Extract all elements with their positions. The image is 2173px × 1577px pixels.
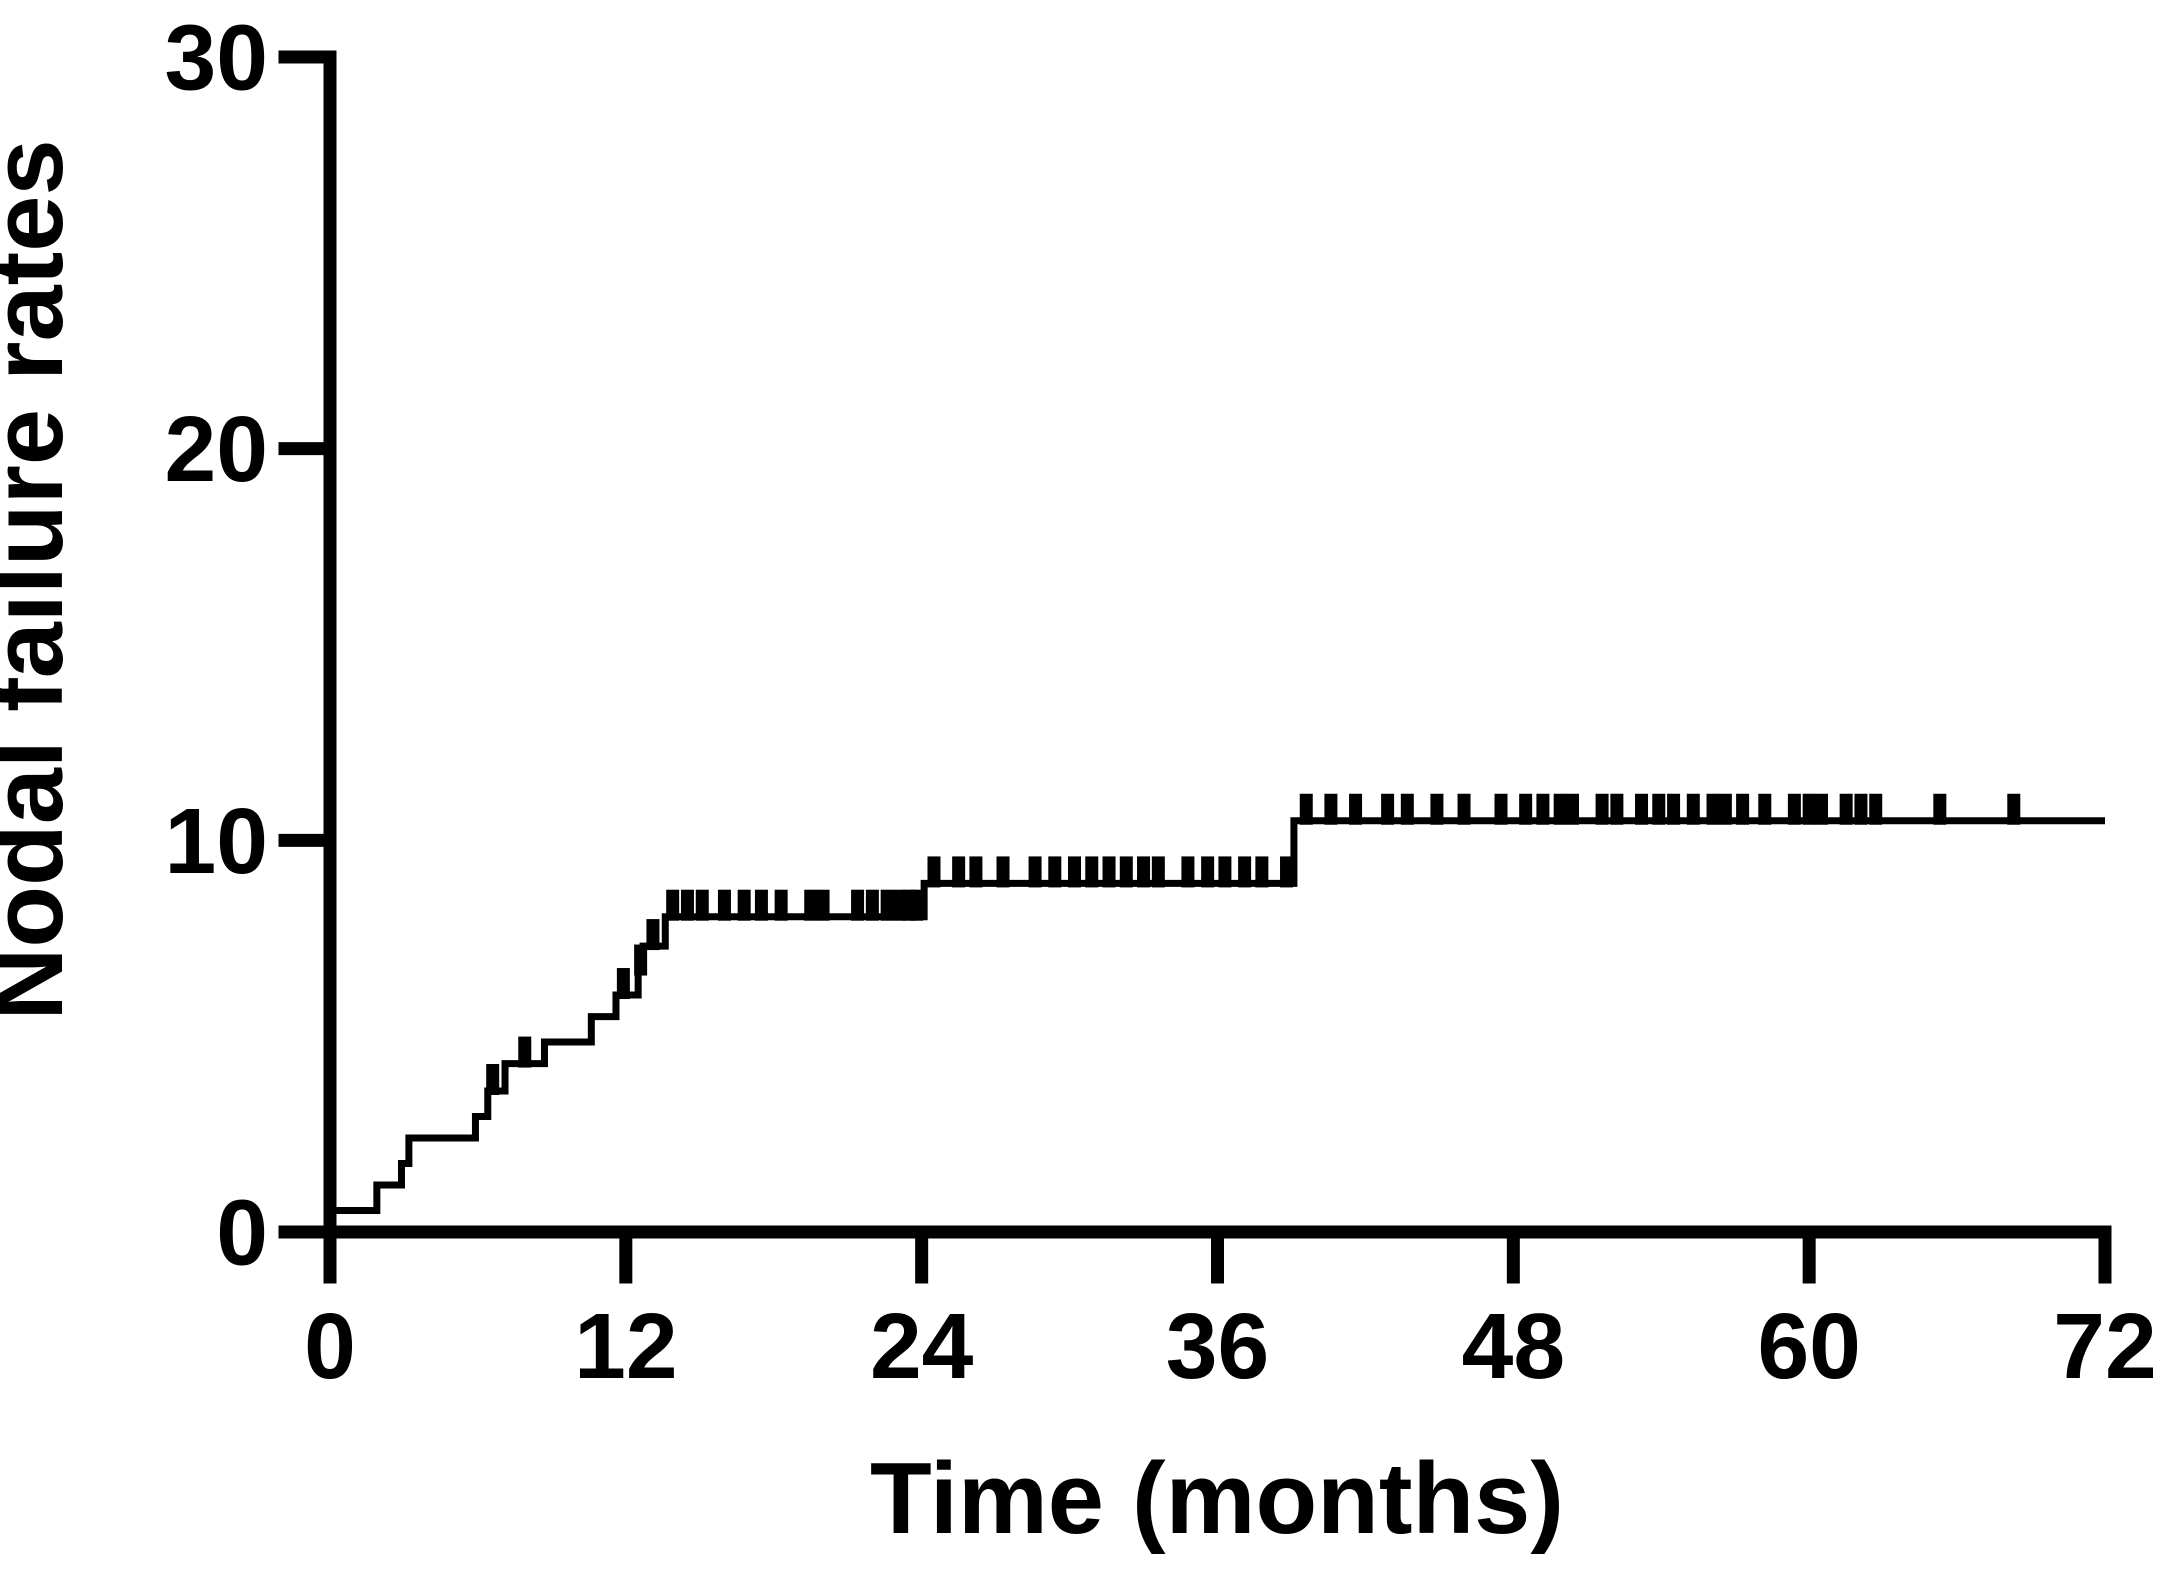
censor-mark (1869, 793, 1883, 825)
censor-mark (1814, 793, 1828, 825)
censor-mark (1102, 856, 1116, 888)
x-tick-label: 12 (574, 1294, 677, 1398)
censor-mark (1349, 793, 1363, 825)
censor-mark (2007, 793, 2021, 825)
x-tick-labels: 0 12 24 36 48 60 72 (304, 1294, 2157, 1398)
censor-mark (774, 889, 788, 921)
censor-mark (1299, 793, 1313, 825)
censor-mark (1457, 793, 1471, 825)
y-tick-label: 10 (165, 789, 268, 893)
censor-mark (804, 889, 818, 921)
y-tick-labels: 0 10 20 30 (165, 6, 268, 1285)
censor-mark (952, 856, 966, 888)
censor-mark (1667, 793, 1681, 825)
censor-mark (1201, 856, 1215, 888)
censor-mark (486, 1064, 500, 1095)
censor-mark (1536, 793, 1550, 825)
y-tick-label: 20 (165, 397, 268, 501)
censor-mark (754, 889, 768, 921)
x-tick-label: 24 (870, 1294, 974, 1398)
censor-mark (1324, 793, 1338, 825)
x-tick-label: 36 (1166, 1294, 1269, 1398)
censor-mark (1736, 793, 1750, 825)
censor-mark (1151, 856, 1165, 888)
x-tick-label: 60 (1757, 1294, 1860, 1398)
censor-mark (666, 889, 680, 921)
censor-mark (1553, 793, 1567, 825)
censor-mark (1854, 793, 1868, 825)
censor-mark (1933, 793, 1947, 825)
censor-mark (1255, 856, 1269, 888)
censor-marks (486, 793, 2021, 1095)
censor-mark (1802, 793, 1816, 825)
censor-mark (616, 968, 630, 1000)
censor-mark (737, 889, 751, 921)
censor-mark (1839, 793, 1853, 825)
censor-mark (1686, 793, 1700, 825)
censor-mark (816, 889, 830, 921)
censor-mark (1119, 856, 1133, 888)
censor-mark (1218, 856, 1232, 888)
censor-mark (1494, 793, 1508, 825)
cumulative-incidence-path (330, 817, 2105, 1214)
censor-mark (1137, 856, 1151, 888)
censor-mark (851, 889, 865, 921)
x-axis-title: Time (months) (870, 1443, 1564, 1555)
censor-mark (1787, 793, 1801, 825)
censor-mark (969, 856, 983, 888)
censor-mark (1430, 793, 1444, 825)
censor-mark (1706, 793, 1720, 825)
censor-mark (1635, 793, 1649, 825)
censor-mark (1400, 793, 1414, 825)
censor-mark (1068, 856, 1082, 888)
censor-mark (1610, 793, 1624, 825)
censor-mark (1181, 856, 1195, 888)
y-tick-label: 0 (216, 1181, 268, 1285)
censor-mark (1519, 793, 1533, 825)
censor-mark (1652, 793, 1666, 825)
censor-mark (717, 889, 731, 921)
axes (278, 50, 2112, 1284)
censor-mark (1238, 856, 1252, 888)
censor-mark (1758, 793, 1772, 825)
censor-mark (892, 889, 906, 921)
censor-mark (1280, 856, 1294, 888)
censor-mark (1381, 793, 1395, 825)
censor-mark (880, 889, 894, 921)
censor-mark (910, 889, 924, 921)
censor-mark (646, 919, 660, 951)
y-axis-title: Nodal failure rates (0, 139, 84, 1020)
censor-mark (1718, 793, 1732, 825)
x-tick-label: 0 (304, 1294, 356, 1398)
censor-mark (1048, 856, 1062, 888)
censor-mark (1566, 793, 1579, 825)
censor-mark (1595, 793, 1609, 825)
y-tick-label: 30 (165, 6, 268, 110)
x-tick-label: 72 (2053, 1294, 2156, 1398)
censor-mark (1085, 856, 1099, 888)
x-tick-label: 48 (1462, 1294, 1565, 1398)
censor-mark (865, 889, 879, 921)
km-step-curve (330, 817, 2105, 1214)
censor-mark (680, 889, 694, 921)
censor-mark (996, 856, 1010, 888)
censor-mark (695, 889, 709, 921)
censor-mark (518, 1036, 532, 1068)
censor-mark (927, 856, 941, 888)
censor-mark (634, 944, 648, 976)
censor-mark (1028, 856, 1042, 888)
